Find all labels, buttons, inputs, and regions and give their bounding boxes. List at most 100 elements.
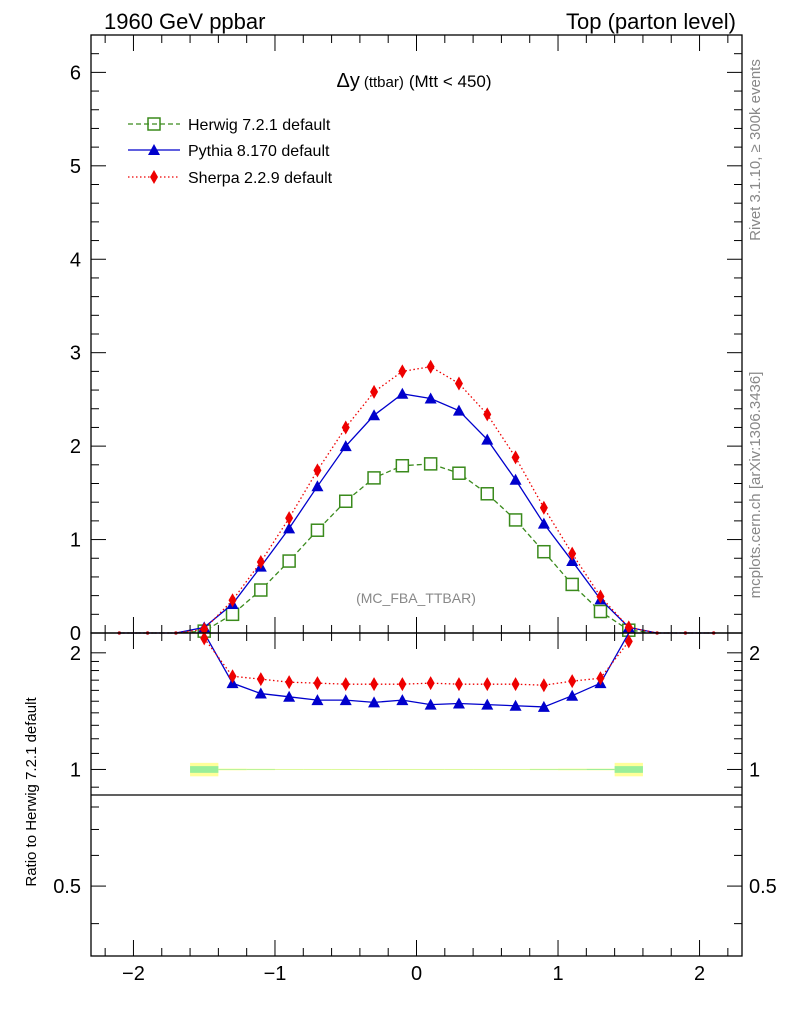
ratio-point-pythia-12	[452, 697, 465, 709]
point-herwig-8	[338, 494, 353, 509]
point-sherpa-9	[370, 384, 379, 399]
ratio-ytick-label: 0.5	[53, 876, 81, 898]
point-herwig-5	[254, 583, 268, 597]
ratio-point-sherpa-14	[511, 677, 520, 692]
ratio-point-pythia-11	[424, 698, 437, 710]
main-ytick-label: 0	[70, 623, 81, 645]
xtick-label: −2	[122, 963, 145, 985]
point-herwig-6	[282, 554, 296, 568]
ratio-point-sherpa-3	[200, 631, 209, 646]
ratio-point-pythia-5	[254, 687, 267, 699]
point-pythia-6	[283, 522, 296, 534]
ratio-point-pythia-10	[396, 694, 409, 706]
main-ytick-label: 5	[70, 156, 81, 178]
ratio-ytick-label-right: 1	[749, 759, 760, 781]
point-pythia-15	[537, 517, 550, 529]
ratio-point-pythia-15	[537, 700, 550, 712]
ratio-point-sherpa-18	[624, 634, 633, 649]
ratio-series-layer	[200, 631, 633, 712]
point-herwig-7	[310, 523, 325, 537]
ratio-point-pythia-14	[509, 699, 522, 711]
xtick-label: 0	[411, 963, 422, 985]
point-sherpa-11	[426, 359, 435, 374]
main-ytick-label: 1	[70, 530, 81, 552]
ratio-point-sherpa-9	[370, 677, 379, 692]
main-series-layer	[117, 359, 716, 638]
ratio-point-pythia-16	[566, 689, 579, 701]
point-sherpa-14	[511, 450, 520, 465]
point-herwig-17	[593, 604, 608, 619]
legend-marker-pythia	[148, 144, 160, 155]
point-pythia-10	[396, 387, 409, 399]
ratio-point-pythia-8	[339, 694, 352, 706]
point-sherpa-4	[228, 593, 237, 608]
ratio-point-sherpa-17	[596, 671, 605, 686]
legend-marker-herwig	[147, 117, 161, 131]
point-pythia-8	[339, 440, 352, 452]
point-sherpa-12	[454, 376, 463, 391]
band-inner-15	[614, 766, 643, 773]
ratio-point-sherpa-5	[256, 672, 265, 687]
legend-label-herwig: Herwig 7.2.1 default	[188, 117, 331, 134]
ratio-line-sherpa	[203, 637, 630, 686]
header-energy: 1960 GeV ppbar	[104, 9, 265, 34]
ratio-point-sherpa-8	[341, 677, 350, 692]
legend-marker-sherpa	[150, 170, 158, 184]
band-inner-14	[586, 768, 615, 770]
line-herwig	[119, 463, 714, 634]
title-cut: (Mtt < 450)	[409, 72, 492, 91]
point-pythia-12	[452, 404, 465, 416]
point-herwig-9	[367, 471, 381, 485]
legend-entry-pythia: Pythia 8.170 default	[128, 143, 330, 160]
point-pythia-7	[311, 480, 324, 492]
title-small: (ttbar)	[364, 74, 404, 91]
ratio-point-pythia-7	[311, 694, 324, 706]
ratio-point-pythia-9	[368, 696, 381, 708]
ratio-ylabel: Ratio to Herwig 7.2.1 default	[23, 697, 40, 887]
point-sherpa-16	[568, 546, 577, 561]
ratio-point-sherpa-4	[228, 669, 237, 684]
legend-label-sherpa: Sherpa 2.2.9 default	[188, 170, 333, 187]
rivet-version-label: Rivet 3.1.10, ≥ 300k events	[747, 59, 764, 241]
ratio-point-pythia-13	[481, 698, 494, 710]
point-herwig-10	[395, 458, 410, 473]
plot-title: Δy (ttbar) (Mtt < 450)	[336, 70, 491, 92]
band-inner-2	[246, 769, 275, 770]
ratio-point-sherpa-13	[483, 677, 492, 692]
band-inner-0	[190, 766, 219, 773]
main-ytick-label: 6	[70, 62, 81, 84]
xtick-label: 2	[694, 963, 705, 985]
main-ytick-label: 2	[70, 436, 81, 458]
legend-label-pythia: Pythia 8.170 default	[188, 143, 330, 160]
point-pythia-13	[481, 433, 494, 445]
line-pythia	[119, 393, 714, 634]
point-herwig-14	[508, 513, 523, 527]
ratio-ytick-label-right: 0.5	[749, 876, 777, 898]
point-sherpa-10	[398, 364, 407, 379]
ratio-point-sherpa-6	[285, 675, 294, 690]
ratio-point-sherpa-10	[398, 677, 407, 692]
mcplots-label: mcplots.cern.ch [arXiv:1306.3436]	[747, 372, 764, 599]
point-sherpa-15	[539, 500, 548, 515]
point-pythia-9	[368, 409, 381, 421]
analysis-watermark: (MC_FBA_TTBAR)	[356, 590, 476, 606]
ratio-point-pythia-6	[283, 690, 296, 702]
ratio-point-sherpa-11	[426, 676, 435, 691]
point-pythia-11	[424, 392, 437, 404]
ratio-ytick-label-right: 2	[749, 643, 760, 665]
legend-entry-sherpa: Sherpa 2.2.9 default	[128, 170, 333, 187]
legend: Herwig 7.2.1 default Pythia 8.170 defaul…	[128, 117, 333, 187]
xtick-label: −1	[264, 963, 287, 985]
point-sherpa-13	[483, 407, 492, 422]
title-symbol: Δy	[336, 70, 359, 92]
point-herwig-13	[480, 487, 495, 501]
main-ytick-label: 3	[70, 343, 81, 365]
point-sherpa-17	[596, 589, 605, 604]
legend-entry-herwig: Herwig 7.2.1 default	[128, 117, 331, 134]
point-herwig-15	[537, 544, 551, 559]
ratio-point-sherpa-12	[454, 677, 463, 692]
ratio-panel: 0.5 0.5 1 1 2 2 Ratio to Herwig 7.2.1 default	[23, 631, 777, 957]
ratio-ytick-label: 1	[70, 759, 81, 781]
point-herwig-4	[225, 607, 240, 622]
